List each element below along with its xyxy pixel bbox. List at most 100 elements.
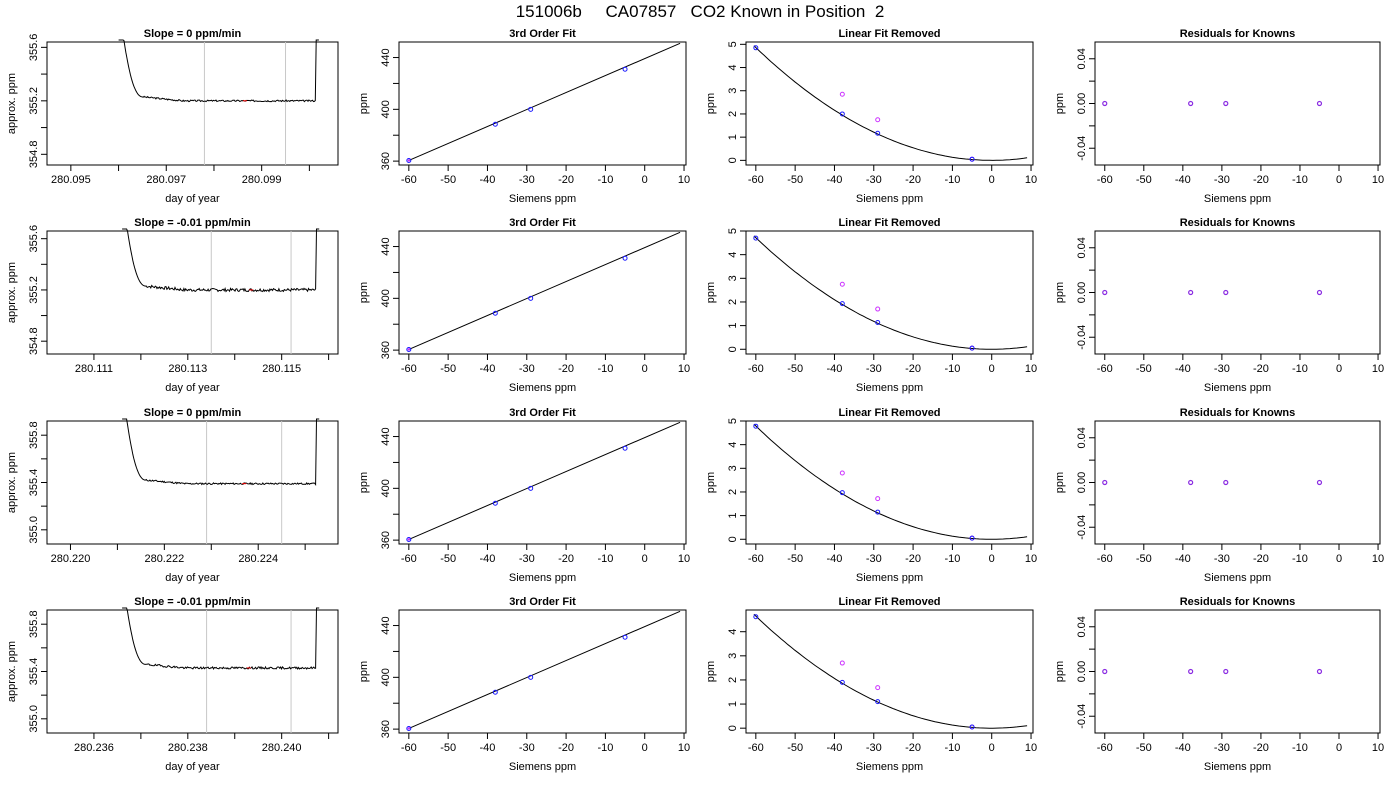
y-tick-label: 354.8 — [28, 141, 40, 169]
known-point — [492, 500, 498, 506]
residual-point — [1102, 100, 1108, 107]
y-axis-label: ppm — [358, 472, 370, 493]
residual-point — [1188, 289, 1194, 296]
y-tick-label: 4 — [727, 629, 739, 635]
x-tick-label: -30 — [519, 363, 535, 375]
plot-area — [122, 228, 320, 354]
known-point — [753, 423, 759, 429]
known-point — [839, 301, 845, 307]
x-tick-label: 0 — [1336, 363, 1342, 375]
plot-area — [753, 423, 1028, 541]
residual-point — [1223, 100, 1229, 107]
y-tick-label: 354.8 — [28, 327, 40, 355]
y-axis-label: ppm — [1054, 93, 1066, 114]
plot-frame — [745, 609, 1034, 734]
x-tick-label: -10 — [1292, 742, 1308, 754]
fit-line — [408, 231, 681, 350]
x-tick-label: 0 — [1336, 553, 1342, 565]
y-tick-label: 2 — [727, 489, 739, 495]
plot-area — [1102, 479, 1323, 486]
plot-area — [1102, 668, 1323, 675]
panel-1-0: Slope = -0.01 ppm/min 280.111 280.113 280.1… — [6, 217, 339, 394]
y-axis-label: ppm — [358, 93, 370, 114]
x-tick-label: -60 — [401, 363, 417, 375]
residual-point — [1316, 100, 1323, 107]
x-tick-label: -60 — [1097, 742, 1113, 754]
x-tick-label: 280.222 — [144, 553, 184, 565]
x-tick-label: 0 — [642, 553, 648, 565]
y-tick-label: 0.04 — [1076, 237, 1088, 258]
x-tick-label: -60 — [401, 742, 417, 754]
x-tick-label: -40 — [827, 363, 843, 375]
y-tick-label: 355.8 — [28, 421, 40, 449]
x-tick-label: -20 — [1253, 363, 1269, 375]
x-tick-label: 280.113 — [168, 363, 207, 375]
y-axis-label: approx. ppm — [6, 73, 18, 134]
x-tick-label: -40 — [1175, 363, 1191, 375]
x-tick-label: 0 — [642, 174, 648, 186]
x-axis-label: Siemens ppm — [509, 572, 576, 584]
y-tick-label: 400 — [380, 100, 392, 118]
x-tick-label: 10 — [1372, 363, 1384, 375]
y-tick-label: 5 — [727, 418, 739, 424]
x-tick-label: 10 — [1372, 742, 1384, 754]
y-tick-label: 3 — [727, 88, 739, 94]
x-tick-label: 280.099 — [242, 174, 282, 186]
known-point — [406, 536, 412, 542]
known-point — [492, 689, 498, 695]
plot-area — [406, 610, 681, 731]
x-tick-label: -20 — [905, 553, 921, 565]
y-axis-label: ppm — [705, 661, 717, 682]
x-tick-label: -20 — [558, 174, 574, 186]
y-tick-label: 440 — [380, 616, 392, 634]
known-point — [969, 156, 975, 162]
y-tick-label: -0.04 — [1076, 515, 1088, 540]
x-tick-label: 10 — [678, 553, 690, 565]
panel-1-1: 3rd Order Fit -60 -50 -40 -30 -20 -10 0 10 360 400… — [358, 217, 690, 394]
known-point — [492, 121, 498, 127]
panel-2-2: Linear Fit Removed -60 -50 -40 -30 -20 -10 0 10 0… — [705, 407, 1037, 584]
known-point — [753, 614, 759, 620]
residual-point — [1316, 479, 1323, 486]
x-tick-label: -20 — [1253, 174, 1269, 186]
known-point — [406, 346, 412, 352]
panel-title: Slope = 0 ppm/min — [144, 407, 242, 419]
y-tick-label: 1 — [727, 323, 739, 329]
linear-removed-point — [875, 117, 881, 123]
x-tick-label: -10 — [597, 174, 613, 186]
known-point — [528, 106, 534, 112]
x-tick-label: 0 — [989, 553, 995, 565]
panel-0-3: Residuals for Knowns -60 -50 -40 -30 -20 -10 0 1… — [1054, 28, 1384, 205]
x-tick-label: -10 — [597, 553, 613, 565]
y-axis-label: ppm — [705, 93, 717, 114]
y-tick-label: 355.4 — [28, 469, 40, 497]
x-tick-label: 0 — [642, 363, 648, 375]
y-tick-label: 355.6 — [28, 34, 40, 62]
x-tick-label: -30 — [866, 174, 882, 186]
plot-area — [118, 39, 319, 165]
y-axis-label: ppm — [1054, 472, 1066, 493]
panel-title: 3rd Order Fit — [509, 407, 576, 419]
linear-removed-point — [839, 281, 845, 287]
x-tick-label: 0 — [1336, 742, 1342, 754]
y-tick-label: 5 — [727, 228, 739, 234]
y-tick-label: 0 — [727, 346, 739, 352]
x-tick-label: -40 — [480, 363, 496, 375]
y-tick-label: 0 — [727, 725, 739, 731]
y-tick-label: 360 — [380, 531, 392, 549]
y-tick-label: 3 — [727, 465, 739, 471]
known-point — [528, 485, 534, 491]
y-axis-label: approx. ppm — [6, 452, 18, 513]
residual-point — [1188, 479, 1194, 486]
plot-frame — [46, 41, 339, 166]
linear-removed-point — [839, 91, 845, 97]
x-axis-label: Siemens ppm — [1204, 382, 1271, 394]
panel-2-0: Slope = 0 ppm/min 280.220 280.222 280.224 35… — [6, 407, 339, 584]
plot-area — [122, 418, 320, 544]
residual-point — [1316, 668, 1323, 675]
x-tick-label: -40 — [480, 742, 496, 754]
y-tick-label: 0.00 — [1076, 661, 1088, 682]
x-tick-label: -50 — [440, 174, 456, 186]
co2-trace-line — [118, 39, 319, 103]
x-axis-label: Siemens ppm — [509, 382, 576, 394]
